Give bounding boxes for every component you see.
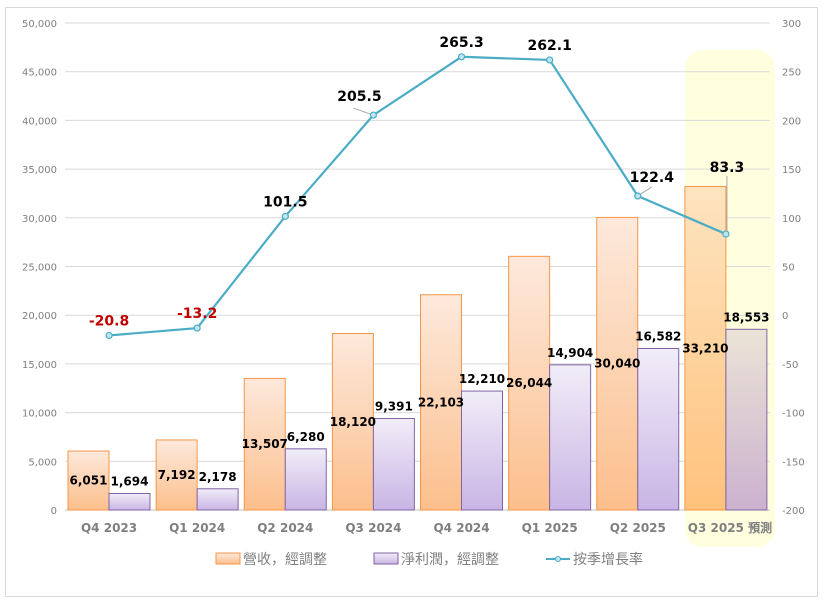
growth-data-label: 262.1 (528, 38, 572, 54)
category-label: Q2 2025 (610, 521, 666, 535)
revenue-bar (596, 216, 639, 511)
left-axis-tick: 20,000 (22, 311, 57, 322)
legend-label-net-profit: 淨利潤，經調整 (401, 552, 499, 568)
legend-label-growth: 按季增長率 (573, 551, 643, 568)
growth-line (108, 55, 727, 337)
net-profit-data-label: 2,178 (199, 470, 237, 484)
growth-marker (722, 230, 730, 238)
growth-data-label: -13.2 (177, 306, 217, 322)
revenue-bar (508, 255, 551, 511)
category-label: Q1 2024 (169, 521, 225, 535)
net-profit-data-label: 1,694 (111, 475, 149, 489)
category-label: Q3 2025 預測 (688, 520, 772, 535)
category-label: Q1 2025 (522, 521, 578, 535)
net-profit-bar (461, 390, 503, 511)
net-profit-bar (196, 488, 239, 511)
left-axis-tick: 0 (51, 506, 57, 517)
left-axis-tick: 25,000 (22, 263, 57, 274)
revenue-bar (684, 186, 727, 511)
revenue-bar (243, 377, 286, 511)
left-axis-tick: 15,000 (22, 360, 57, 371)
chart-frame (5, 7, 818, 597)
growth-marker (457, 53, 466, 61)
growth-marker (281, 212, 289, 220)
left-axis-tick: 40,000 (22, 116, 57, 127)
left-axis-tick: 5,000 (28, 457, 57, 468)
net-profit-data-label: 14,904 (547, 346, 593, 360)
legend-label-revenue: 營收，經調整 (243, 552, 327, 568)
growth-marker (546, 56, 554, 64)
net-profit-data-label: 9,391 (375, 400, 413, 414)
right-axis-tick: 150 (782, 165, 801, 176)
revenue-data-label: 6,051 (70, 474, 108, 488)
growth-data-label: 265.3 (439, 35, 483, 51)
growth-data-label: 101.5 (263, 194, 307, 210)
left-axis-tick: 30,000 (22, 214, 57, 225)
revenue-bar (67, 450, 110, 511)
category-label: Q2 2024 (257, 521, 313, 535)
category-label: Q3 2024 (345, 521, 401, 535)
revenue-data-label: 13,507 (242, 437, 288, 451)
net-profit-data-label: 16,582 (635, 329, 681, 343)
right-axis-tick: 100 (782, 214, 801, 225)
net-profit-data-label: 18,553 (723, 310, 769, 324)
left-axis-tick: 35,000 (22, 165, 57, 176)
leader-line (353, 107, 371, 115)
growth-marker (369, 111, 378, 119)
right-axis-tick: 250 (782, 68, 801, 79)
legend-swatch-net-profit (373, 552, 399, 565)
legend: 營收，經調整 淨利潤，經調整 按季增長率 (215, 551, 643, 568)
left-axis-tick: 50,000 (22, 19, 57, 30)
revenue-data-label: 22,103 (418, 395, 464, 409)
growth-data-label: 83.3 (710, 160, 745, 176)
revenue-data-label: 33,210 (682, 341, 728, 355)
growth-marker (634, 192, 642, 200)
net-profit-bar (284, 448, 327, 511)
right-axis-tick: -100 (782, 409, 805, 420)
net-profit-bar (108, 493, 151, 511)
growth-data-label: -20.8 (89, 313, 129, 329)
net-profit-bar (637, 347, 680, 511)
net-profit-bar (372, 418, 415, 511)
category-label: Q4 2023 (81, 521, 137, 535)
growth-data-label: 205.5 (337, 89, 381, 105)
revenue-data-label: 18,120 (330, 415, 376, 429)
net-profit-data-label: 12,210 (459, 372, 505, 386)
legend-swatch-growth-marker (555, 556, 561, 562)
legend-swatch-revenue (215, 552, 241, 565)
growth-marker (105, 331, 113, 340)
right-axis-tick: -150 (782, 457, 805, 468)
net-profit-data-label: 6,280 (287, 430, 325, 444)
revenue-data-label: 30,040 (594, 357, 640, 371)
leader-line (640, 186, 653, 195)
growth-marker (193, 324, 201, 332)
revenue-bar (155, 439, 198, 511)
growth-data-label: 122.4 (630, 170, 675, 186)
right-axis-tick: 50 (782, 263, 795, 274)
revenue-data-label: 26,044 (506, 376, 552, 390)
right-axis-tick: 300 (782, 19, 801, 30)
right-axis-tick: -200 (782, 506, 805, 517)
right-axis-tick: 200 (782, 116, 801, 127)
net-profit-bar (549, 364, 592, 511)
right-axis-tick: -50 (782, 360, 798, 371)
net-profit-bar (725, 328, 768, 511)
right-axis-tick: 0 (782, 311, 788, 322)
revenue-data-label: 7,192 (158, 468, 196, 482)
left-axis-tick: 10,000 (22, 409, 57, 420)
left-axis-tick: 45,000 (22, 68, 57, 79)
category-label: Q4 2024 (433, 521, 489, 535)
